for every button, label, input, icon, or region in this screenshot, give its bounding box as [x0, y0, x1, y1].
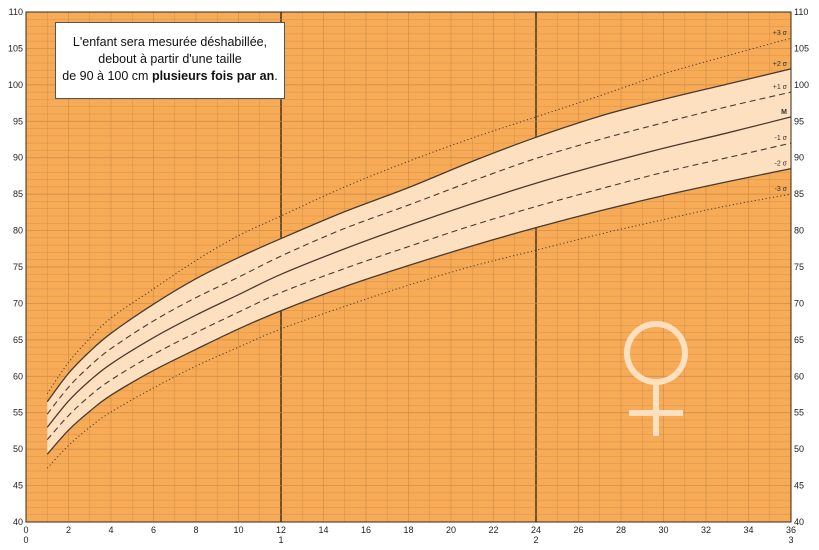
- series-label-0: +3 σ: [773, 30, 788, 37]
- x-tick-34: 34: [743, 525, 753, 535]
- y-tick-right-105: 105: [794, 43, 809, 53]
- x-tick-30: 30: [658, 525, 668, 535]
- y-tick-left-40: 40: [13, 517, 23, 527]
- y-tick-left-55: 55: [13, 408, 23, 418]
- y-tick-right-65: 65: [794, 335, 804, 345]
- x-tick-26: 26: [573, 525, 583, 535]
- series-label-4: -1 σ: [775, 135, 788, 142]
- series-line-1: [46, 68, 792, 403]
- y-tick-right-70: 70: [794, 298, 804, 308]
- x-tick-6: 6: [151, 525, 156, 535]
- y-tick-right-95: 95: [794, 116, 804, 126]
- y-tick-right-40: 40: [794, 517, 804, 527]
- x-tick-22: 22: [488, 525, 498, 535]
- x-tick-12: 12: [276, 525, 286, 535]
- y-tick-right-60: 60: [794, 371, 804, 381]
- y-tick-right-55: 55: [794, 408, 804, 418]
- x-tick-2: 2: [66, 525, 71, 535]
- x-tick-10: 10: [233, 525, 243, 535]
- series-label-6: -3 σ: [775, 186, 788, 193]
- x-tick-0: 0: [23, 525, 28, 535]
- y-tick-right-110: 110: [794, 7, 808, 17]
- y-tick-right-45: 45: [794, 481, 804, 491]
- series-line-2: [46, 91, 792, 415]
- y-tick-right-80: 80: [794, 226, 804, 236]
- series-label-3: M: [781, 109, 787, 116]
- x-tick-16: 16: [361, 525, 371, 535]
- note-line-3: de 90 à 100 cm plusieurs fois par an.: [56, 68, 284, 85]
- female-symbol: [624, 321, 688, 436]
- series-label-1: +2 σ: [773, 61, 788, 68]
- plot-frame: [25, 11, 792, 523]
- y-tick-left-50: 50: [13, 444, 23, 454]
- x-tick-24: 24: [531, 525, 541, 535]
- y-tick-left-70: 70: [13, 298, 23, 308]
- y-tick-left-80: 80: [13, 226, 23, 236]
- note-line-3-bold: plusieurs fois par an: [151, 69, 275, 83]
- x-year-tick-3: 3: [788, 535, 793, 545]
- y-tick-right-100: 100: [794, 80, 809, 90]
- note-line-3-suffix: .: [274, 69, 278, 83]
- note-line-1: L'enfant sera mesurée déshabillée,: [72, 35, 268, 49]
- series-line-0: [46, 37, 792, 395]
- y-tick-left-100: 100: [8, 80, 23, 90]
- y-tick-left-90: 90: [13, 153, 23, 163]
- y-tick-left-85: 85: [13, 189, 23, 199]
- note-line-2: debout à partir d'une taille: [98, 52, 242, 66]
- x-tick-14: 14: [318, 525, 328, 535]
- y-tick-left-105: 105: [8, 43, 23, 53]
- note-line-3-prefix: de 90 à 100 cm: [62, 69, 152, 83]
- series-label-5: -2 σ: [775, 161, 788, 168]
- series-line-4: [46, 142, 792, 441]
- y-tick-right-50: 50: [794, 444, 804, 454]
- x-tick-8: 8: [193, 525, 198, 535]
- y-tick-left-75: 75: [13, 262, 23, 272]
- y-tick-right-90: 90: [794, 153, 804, 163]
- y-tick-right-85: 85: [794, 189, 804, 199]
- x-tick-28: 28: [616, 525, 626, 535]
- x-tick-18: 18: [403, 525, 413, 535]
- x-tick-4: 4: [108, 525, 113, 535]
- curves-layer: [46, 37, 792, 469]
- series-label-2: +1 σ: [773, 84, 788, 91]
- y-tick-left-110: 110: [9, 7, 23, 17]
- y-tick-left-95: 95: [13, 116, 23, 126]
- y-tick-left-60: 60: [13, 371, 23, 381]
- measurement-note: L'enfant sera mesurée déshabillée, debou…: [55, 22, 285, 99]
- x-tick-20: 20: [446, 525, 456, 535]
- series-line-5: [46, 168, 792, 455]
- series-line-3: [46, 116, 792, 428]
- x-tick-36: 36: [786, 525, 796, 535]
- x-tick-32: 32: [701, 525, 711, 535]
- y-tick-left-65: 65: [13, 335, 23, 345]
- x-year-tick-0: 0: [23, 535, 28, 545]
- series-labels: +3 σ +2 σ +1 σ M -1 σ -2 σ -3 σ: [773, 30, 788, 193]
- y-tick-left-45: 45: [13, 481, 23, 491]
- series-line-6: [46, 193, 792, 469]
- x-year-tick-1: 1: [278, 535, 283, 545]
- y-tick-right-75: 75: [794, 262, 804, 272]
- x-year-tick-2: 2: [533, 535, 538, 545]
